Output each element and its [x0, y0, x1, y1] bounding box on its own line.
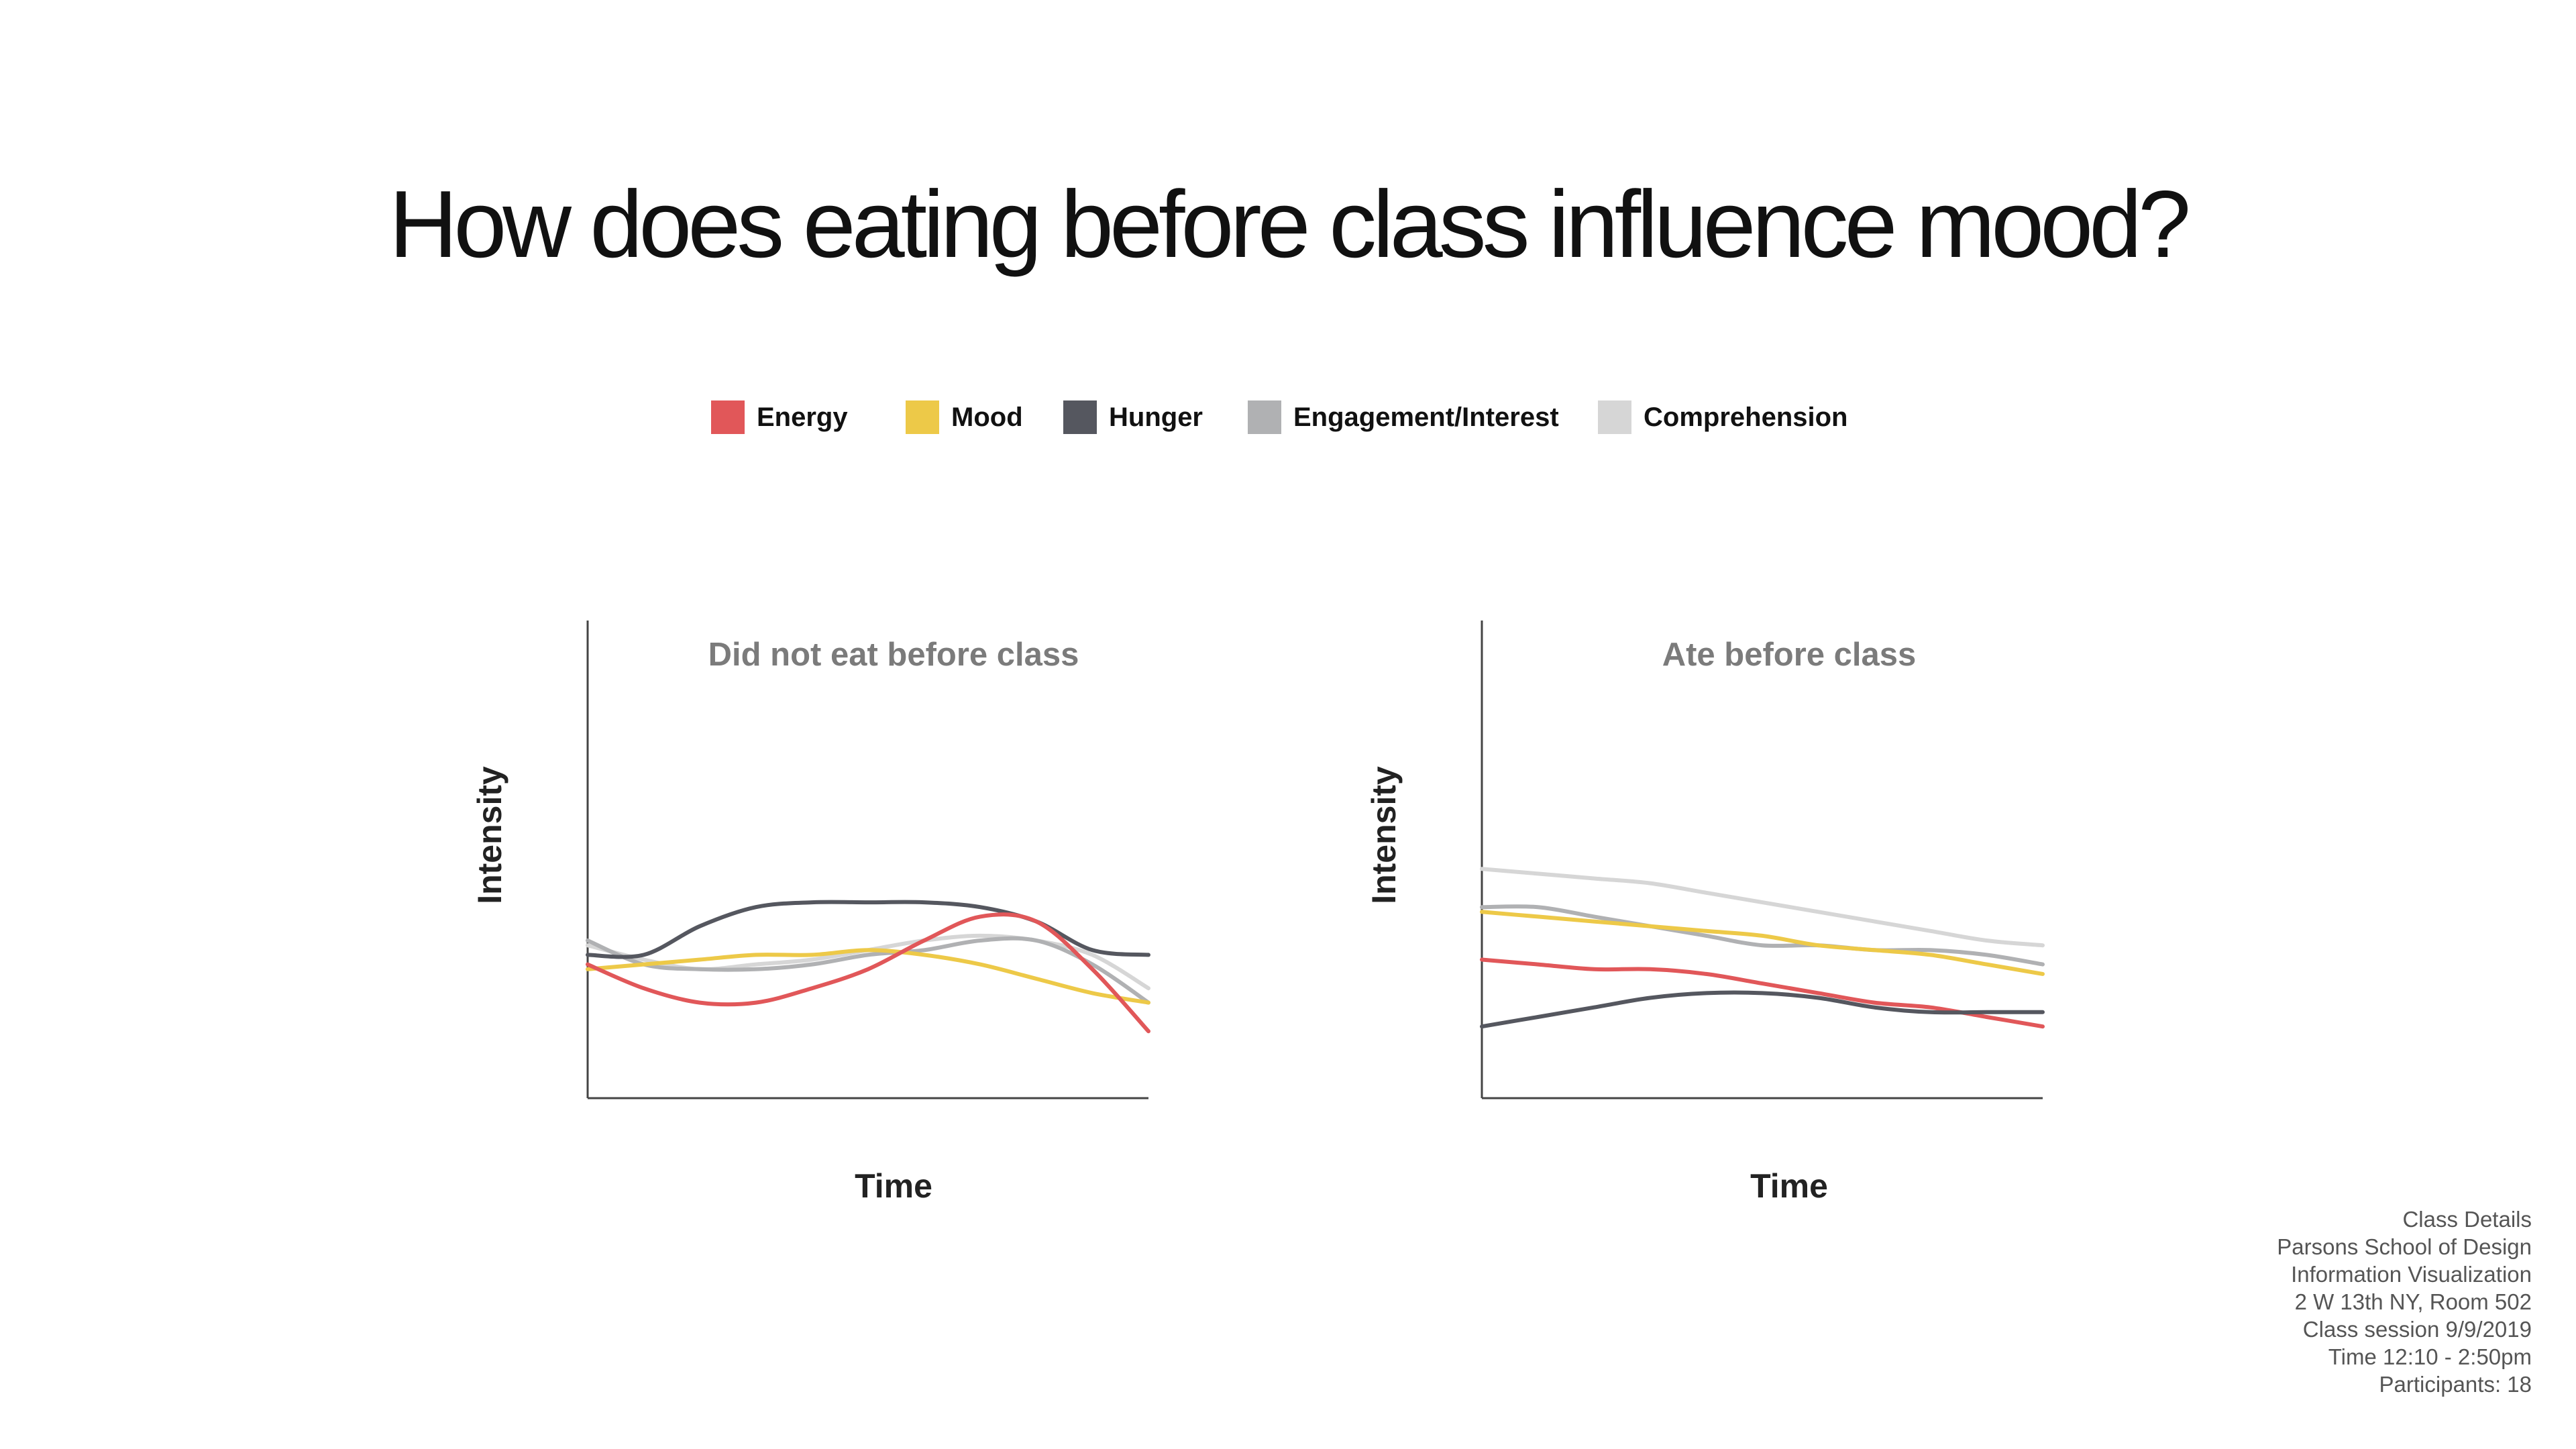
x-axis-label: Time — [1750, 1167, 1828, 1205]
legend-label-mood: Mood — [951, 402, 1023, 432]
class-details-session: Class session 9/9/2019 — [2302, 1317, 2532, 1342]
series-layer — [586, 900, 1150, 1034]
class-details-heading: Class Details — [2402, 1207, 2532, 1232]
chart-title: Did not eat before class — [708, 637, 1079, 673]
series-layer — [1480, 867, 2045, 1029]
legend-label-comprehension: Comprehension — [1644, 402, 1848, 432]
series-line-hunger — [1480, 990, 2045, 1029]
legend-swatch-comprehension — [1598, 400, 1631, 434]
page-title: How does eating before class influence m… — [388, 171, 2191, 278]
class-details-participants: Participants: 18 — [2379, 1372, 2532, 1397]
legend-label-engagement: Engagement/Interest — [1293, 402, 1559, 432]
series-line-engagement-interest — [1480, 904, 2045, 967]
legend-label-energy: Energy — [757, 402, 848, 432]
legend-swatch-mood — [906, 400, 939, 434]
series-line-energy — [586, 912, 1150, 1034]
series-line-engagement-interest — [586, 936, 1150, 1005]
class-details-time: Time 12:10 - 2:50pm — [2328, 1344, 2532, 1369]
legend-label-hunger: Hunger — [1109, 402, 1203, 432]
series-line-mood — [1480, 910, 2045, 976]
y-axis-label: Intensity — [1365, 766, 1403, 904]
class-details-school: Parsons School of Design — [2277, 1234, 2532, 1259]
chart-title: Ate before class — [1662, 637, 1917, 673]
y-axis-label: Intensity — [471, 766, 508, 904]
series-line-energy — [1480, 957, 2045, 1029]
x-axis-label: Time — [855, 1167, 932, 1205]
series-line-comprehension — [1480, 867, 2045, 948]
class-details-location: 2 W 13th NY, Room 502 — [2294, 1289, 2532, 1314]
legend-swatch-engagement — [1248, 400, 1281, 434]
legend: Energy Mood Hunger Engagement/Interest C… — [711, 399, 1919, 435]
legend-swatch-hunger — [1063, 400, 1097, 434]
class-details: Class Details Parsons School of Design I… — [2277, 1205, 2532, 1398]
series-line-mood — [586, 948, 1150, 1005]
class-details-course: Information Visualization — [2291, 1262, 2532, 1287]
legend-swatch-energy — [711, 400, 745, 434]
